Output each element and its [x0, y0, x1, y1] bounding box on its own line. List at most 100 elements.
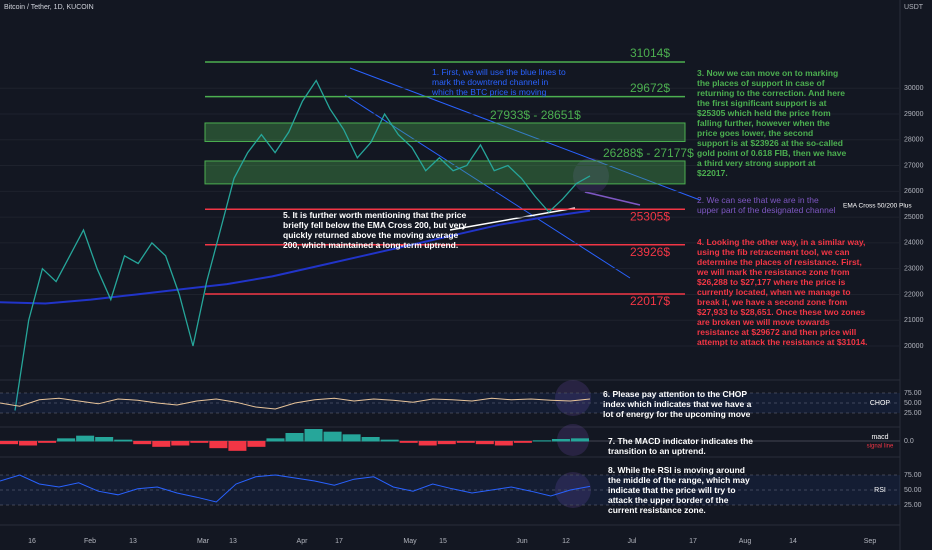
indicator-name: macd	[871, 434, 888, 441]
y-tick-label: 24000	[904, 240, 924, 247]
macd-bar	[437, 441, 456, 445]
x-tick-label: Jun	[516, 538, 527, 545]
macd-bar	[247, 441, 266, 447]
macd-bar	[380, 439, 399, 442]
macd-bar	[95, 437, 114, 442]
y-tick-label: 23000	[904, 266, 924, 273]
x-tick-label: Jul	[628, 538, 637, 545]
x-tick-label: 12	[562, 538, 570, 545]
zone	[204, 122, 686, 142]
band	[0, 393, 900, 413]
x-tick-label: Aug	[739, 538, 752, 545]
x-tick-label: Feb	[84, 538, 96, 545]
highlight	[573, 158, 609, 194]
macd-bar	[304, 429, 323, 442]
macd-bar	[399, 441, 418, 443]
x-tick-label: 13	[229, 538, 237, 545]
macd-bar	[152, 441, 171, 447]
y-tick-label: 30000	[904, 85, 924, 92]
indicator-name: signal line	[867, 444, 894, 450]
channel-line	[349, 67, 701, 201]
symbol-title: Bitcoin / Tether, 1D, KUCOIN	[4, 4, 94, 11]
x-tick-label: 15	[439, 538, 447, 545]
y-tick-label: 29000	[904, 111, 924, 118]
ema-label: EMA Cross 50/200 Plus	[843, 203, 912, 210]
chop-line	[0, 397, 591, 410]
annotation: 3. Now we can move on to marking the pla…	[697, 68, 847, 178]
ema-line	[0, 209, 591, 305]
macd-bar	[361, 437, 380, 442]
macd-bar	[76, 435, 95, 442]
level-label: 29672$	[630, 81, 670, 95]
x-tick-label: 14	[789, 538, 797, 545]
arrow	[584, 191, 641, 206]
indicator-name: CHOP	[870, 400, 891, 407]
y-tick-label: 20000	[904, 343, 924, 350]
macd-bar	[171, 441, 190, 446]
y-tick-label: 21000	[904, 317, 924, 324]
x-tick-label: 17	[689, 538, 697, 545]
macd-bar	[532, 440, 551, 442]
macd-bar	[551, 439, 570, 442]
macd-bar	[494, 441, 513, 446]
x-tick-label: May	[403, 538, 417, 545]
y-tick-label: 27000	[904, 162, 924, 169]
macd-bar	[418, 441, 437, 446]
macd-bar	[570, 438, 589, 442]
x-tick-label: Apr	[297, 538, 309, 545]
annotation: 7. The MACD indicator indicates the tran…	[608, 436, 753, 456]
level-label: 31014$	[630, 46, 670, 60]
macd-bar	[57, 438, 76, 442]
indicator-name: RSI	[874, 487, 886, 494]
y-tick-label: 25.00	[904, 502, 922, 509]
macd-bar	[0, 441, 19, 445]
rsi-line	[0, 474, 591, 503]
y-tick-label: 0.0	[904, 438, 914, 445]
annotation: 5. It is further worth mentioning that t…	[283, 210, 467, 250]
macd-bar	[133, 441, 152, 445]
price-line	[14, 79, 591, 411]
y-tick-label: 75.00	[904, 390, 922, 397]
macd-bar	[228, 441, 247, 451]
macd-bar	[19, 441, 38, 446]
y-tick-label: 75.00	[904, 472, 922, 479]
y-tick-label: 26000	[904, 188, 924, 195]
y-tick-label: 25.00	[904, 410, 922, 417]
x-tick-label: 17	[335, 538, 343, 545]
level-label: 23926$	[630, 245, 670, 259]
annotation: 6. Please pay attention to the CHOP inde…	[603, 389, 752, 419]
y-tick-label: 22000	[904, 291, 924, 298]
y-tick-label: 50.00	[904, 487, 922, 494]
currency: USDT	[904, 4, 924, 11]
y-tick-label: 50.00	[904, 400, 922, 407]
arrow	[449, 207, 576, 231]
x-tick-label: 13	[129, 538, 137, 545]
macd-bar	[323, 431, 342, 442]
x-tick-label: Mar	[197, 538, 210, 545]
x-tick-label: 16	[28, 538, 36, 545]
macd-bar	[209, 441, 228, 449]
y-tick-label: 25000	[904, 214, 924, 221]
annotation: 4. Looking the other way, in a similar w…	[697, 237, 868, 347]
macd-bar	[456, 441, 475, 443]
level-label: 25305$	[630, 209, 670, 223]
annotation: 1. First, we will use the blue lines to …	[432, 67, 566, 97]
macd-bar	[513, 441, 532, 443]
band	[0, 475, 900, 505]
macd-bar	[266, 438, 285, 442]
zone-label: 27933$ - 28651$	[490, 108, 581, 122]
annotation: 2. We can see that we are in the upper p…	[697, 195, 836, 215]
highlight	[555, 380, 591, 416]
annotation: 8. While the RSI is moving around the mi…	[608, 465, 750, 515]
macd-bar	[114, 439, 133, 442]
macd-bar	[38, 441, 57, 443]
macd-bar	[342, 434, 361, 442]
y-tick-label: 28000	[904, 137, 924, 144]
zone	[204, 160, 686, 185]
macd-bar	[190, 441, 209, 443]
macd-bar	[285, 433, 304, 442]
zone-label: 26288$ - 27177$	[603, 146, 694, 160]
